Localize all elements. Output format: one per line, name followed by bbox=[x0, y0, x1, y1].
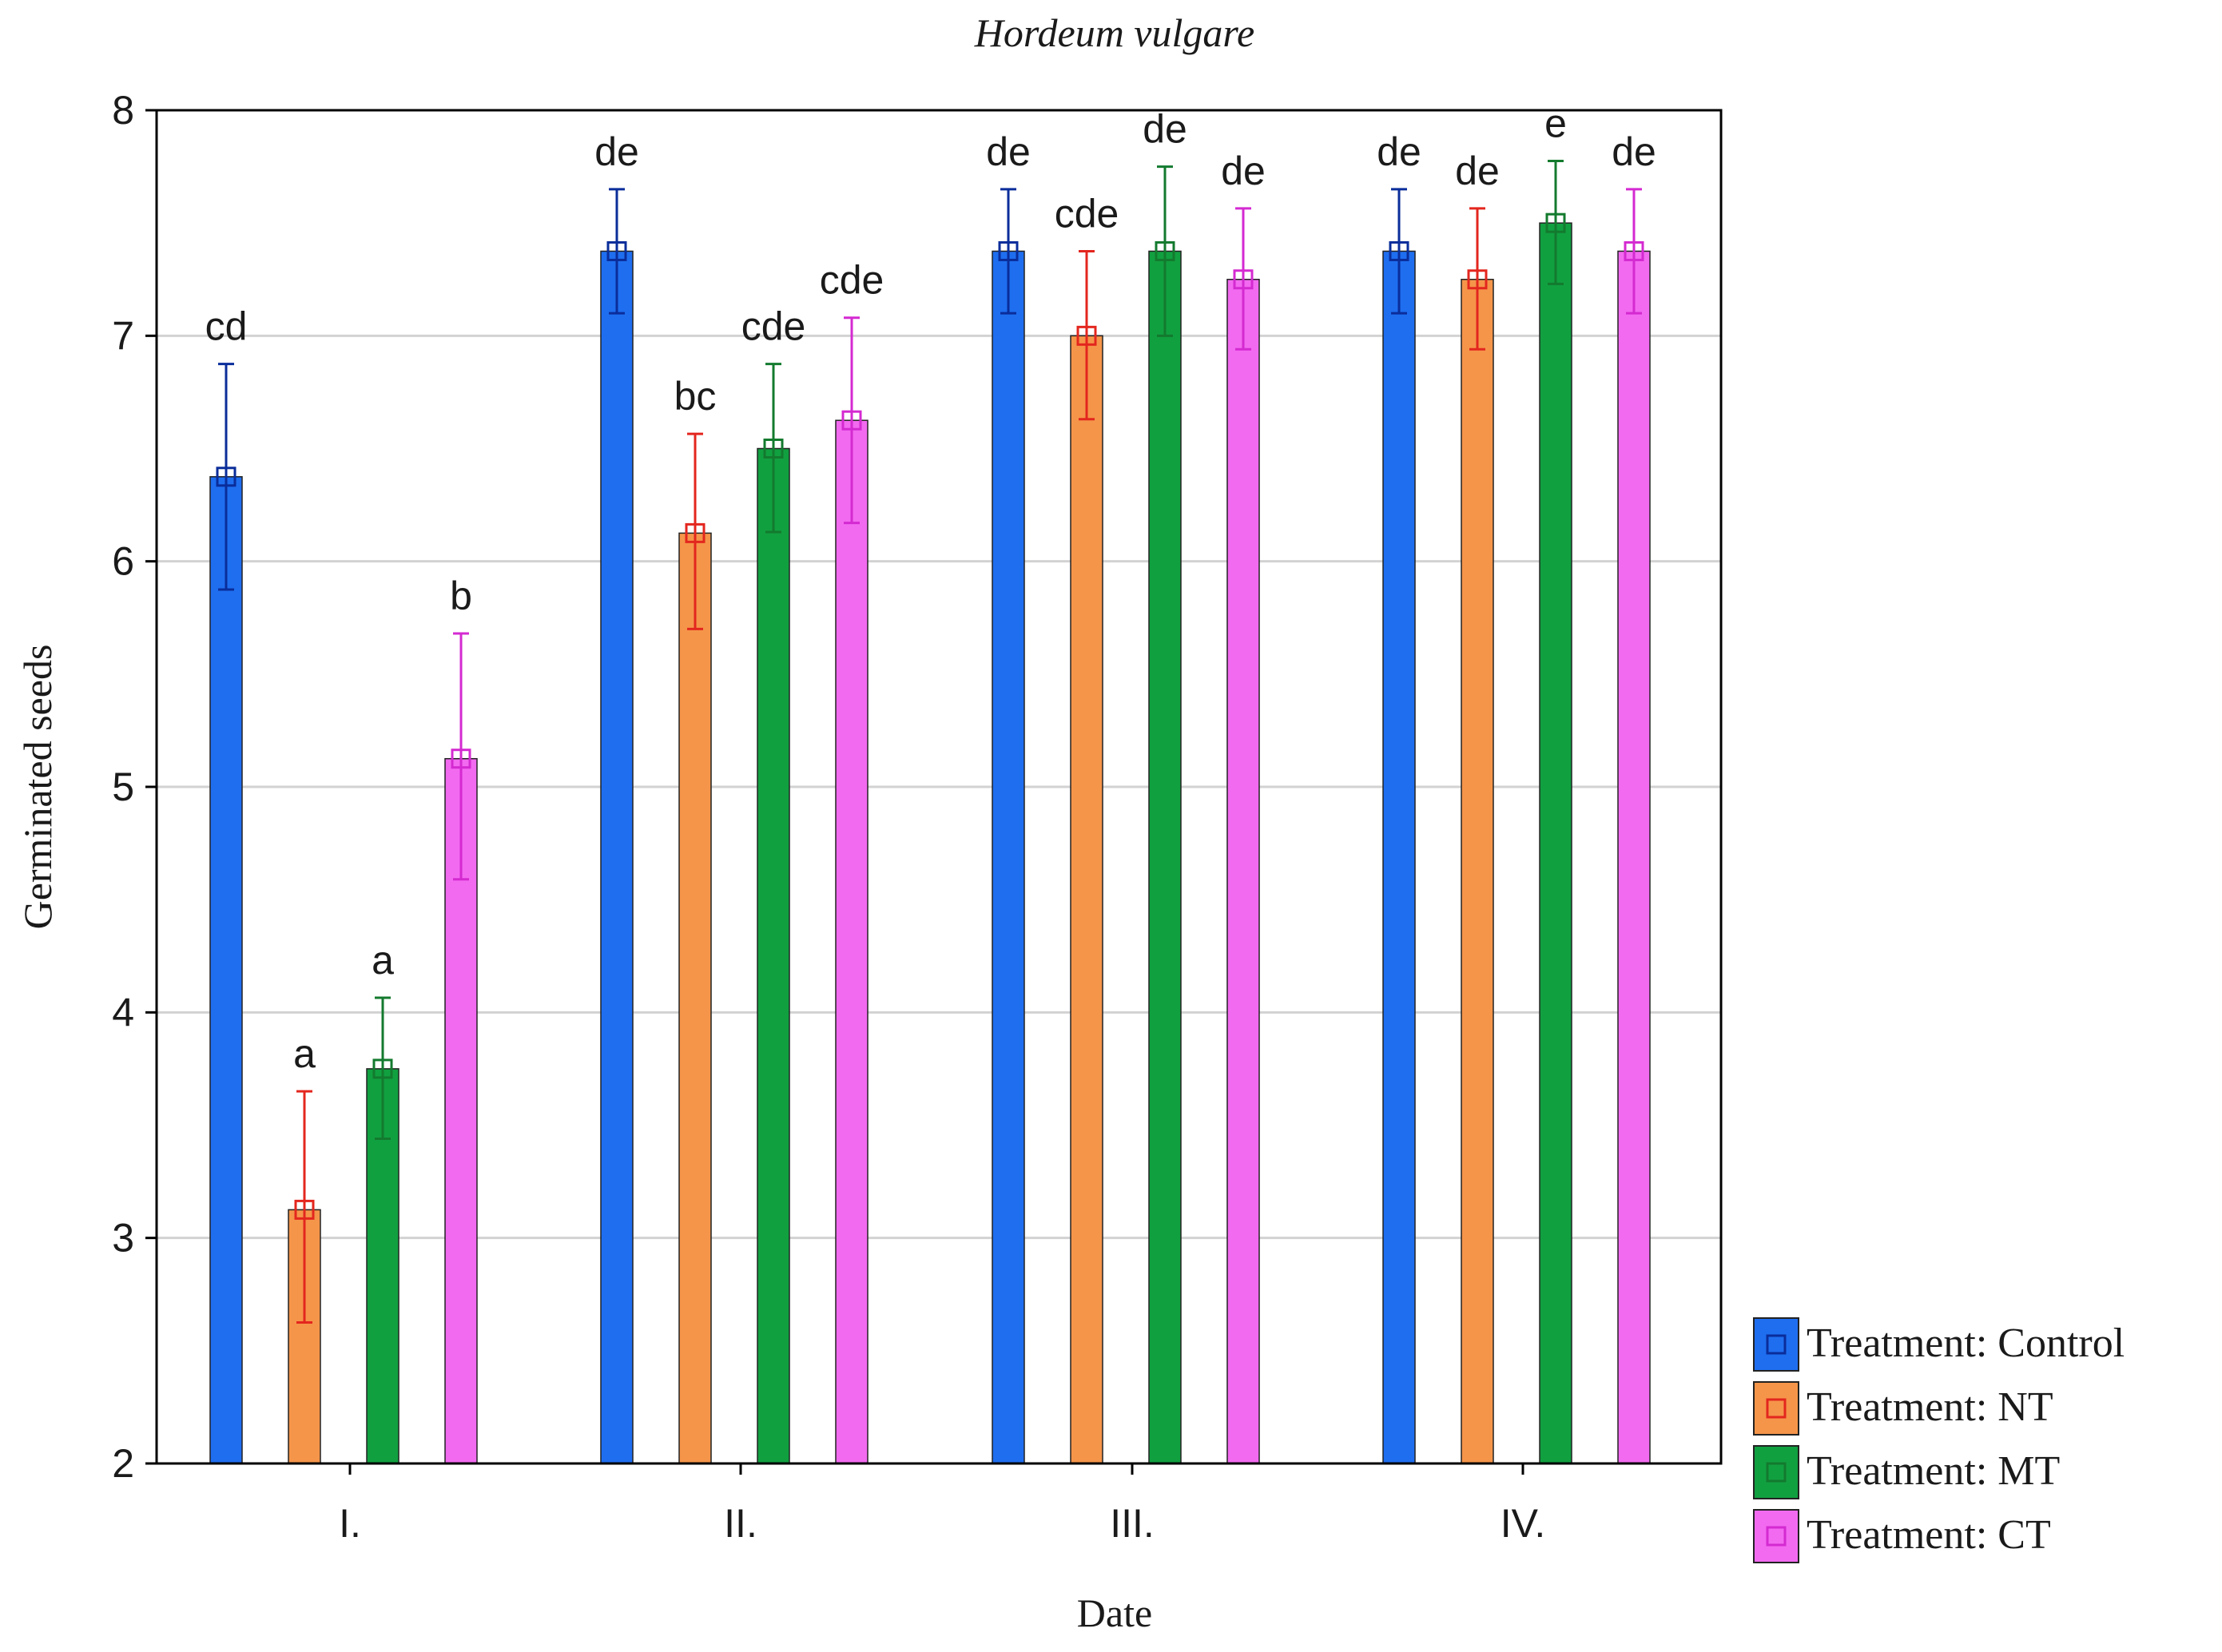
y-axis-label: Germinated seeds bbox=[15, 645, 60, 930]
x-tick-label: IV. bbox=[1501, 1501, 1546, 1546]
significance-letter: de bbox=[1612, 129, 1656, 174]
x-axis-label: Date bbox=[1077, 1590, 1152, 1635]
legend-swatch bbox=[1753, 1509, 1799, 1563]
bar bbox=[1382, 250, 1416, 1464]
mean-marker bbox=[763, 439, 784, 459]
significance-letter: cde bbox=[741, 304, 806, 349]
mean-marker bbox=[1076, 325, 1097, 346]
mean-marker bbox=[1233, 269, 1254, 290]
bar bbox=[992, 250, 1025, 1464]
y-tick-label: 5 bbox=[112, 764, 134, 809]
y-tick-label: 3 bbox=[112, 1216, 134, 1261]
y-tick-label: 2 bbox=[112, 1441, 134, 1486]
legend-label: Treatment: MT bbox=[1807, 1448, 2060, 1494]
mean-marker bbox=[451, 749, 471, 769]
significance-letter: de bbox=[1143, 107, 1187, 152]
mean-marker bbox=[1389, 240, 1409, 261]
mean-marker bbox=[1155, 240, 1175, 261]
mean-marker bbox=[372, 1058, 393, 1079]
significance-letter: cde bbox=[820, 258, 884, 303]
x-tick-label: I. bbox=[339, 1501, 361, 1546]
legend-marker bbox=[1766, 1398, 1787, 1419]
x-tick-label: II. bbox=[724, 1501, 757, 1546]
legend-marker bbox=[1766, 1462, 1787, 1483]
bar bbox=[600, 250, 634, 1464]
mean-marker bbox=[1545, 212, 1566, 233]
significance-letter: b bbox=[450, 574, 472, 618]
significance-letter: e bbox=[1544, 101, 1567, 146]
bar bbox=[835, 419, 869, 1464]
bar bbox=[678, 532, 712, 1464]
significance-letter: cd bbox=[205, 304, 248, 349]
significance-letter: de bbox=[1377, 129, 1421, 174]
legend-label: Treatment: Control bbox=[1807, 1320, 2125, 1366]
mean-marker bbox=[606, 240, 627, 261]
mean-marker bbox=[685, 522, 706, 543]
mean-marker bbox=[216, 467, 237, 487]
legend-marker bbox=[1766, 1526, 1787, 1547]
mean-marker bbox=[294, 1199, 315, 1220]
significance-letter: de bbox=[1455, 149, 1500, 193]
y-tick-label: 8 bbox=[112, 88, 134, 133]
bar bbox=[1539, 222, 1572, 1464]
y-tick-label: 7 bbox=[112, 313, 134, 358]
y-axis: 2 3 4 5 6 7 8 bbox=[112, 88, 157, 1486]
mean-marker bbox=[1467, 269, 1488, 290]
mean-marker bbox=[841, 410, 862, 431]
legend-swatch bbox=[1753, 1381, 1799, 1436]
grid-lines bbox=[157, 334, 1721, 1240]
legend: Treatment: Control Treatment: NT Treatment… bbox=[1753, 1317, 2125, 1563]
legend-label: Treatment: CT bbox=[1807, 1512, 2051, 1558]
y-tick-label: 6 bbox=[112, 539, 134, 584]
mean-marker bbox=[1624, 240, 1644, 261]
x-axis: I. II. III. IV. bbox=[339, 1463, 1545, 1546]
legend-swatch bbox=[1753, 1317, 1799, 1372]
bar bbox=[209, 476, 243, 1464]
error-bars bbox=[216, 160, 1644, 1324]
significance-letter: a bbox=[372, 938, 394, 983]
bar bbox=[1461, 279, 1494, 1464]
bar bbox=[757, 447, 790, 1464]
legend-swatch bbox=[1753, 1445, 1799, 1499]
significance-letter: cde bbox=[1055, 191, 1119, 236]
bar bbox=[1070, 335, 1103, 1464]
bar bbox=[1226, 279, 1260, 1464]
legend-marker bbox=[1766, 1334, 1787, 1355]
x-tick-label: III. bbox=[1110, 1501, 1155, 1546]
significance-letter: de bbox=[986, 129, 1031, 174]
bar bbox=[1617, 250, 1651, 1464]
significance-letter: de bbox=[594, 129, 639, 174]
chart-title: Hordeum vulgare bbox=[974, 10, 1254, 55]
bars bbox=[209, 222, 1651, 1464]
bar bbox=[1148, 250, 1182, 1464]
significance-letter: a bbox=[293, 1031, 316, 1076]
legend-label: Treatment: NT bbox=[1807, 1384, 2053, 1430]
mean-marker bbox=[998, 240, 1019, 261]
significance-letter: de bbox=[1221, 149, 1266, 193]
significance-letter: bc bbox=[674, 374, 717, 419]
y-tick-label: 4 bbox=[112, 990, 134, 1034]
